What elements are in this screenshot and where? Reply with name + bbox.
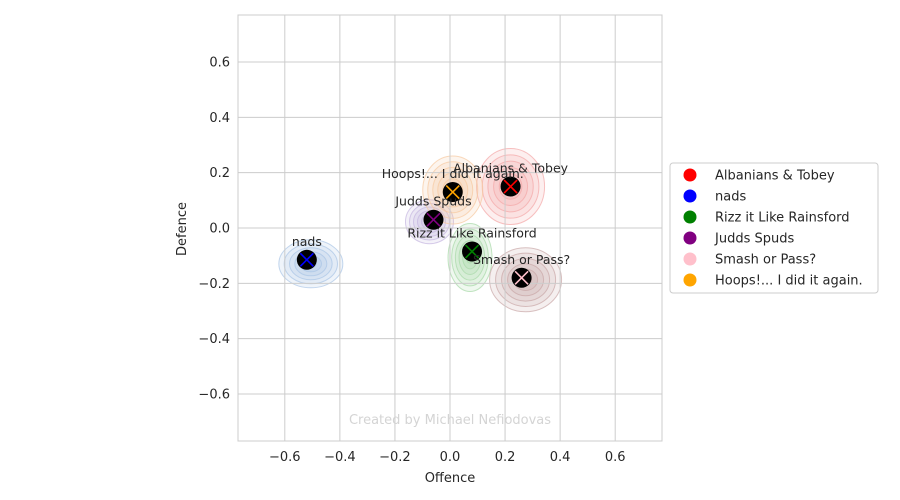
legend-item: Smash or Pass? [683, 252, 816, 268]
grid [238, 15, 662, 441]
point-label: Rizz it Like Rainsford [407, 226, 536, 241]
point-label: Albanians & Tobey [453, 161, 569, 176]
x-tick-label: −0.4 [324, 450, 356, 465]
points [296, 176, 532, 288]
point-cross [426, 212, 441, 227]
data-point [296, 249, 317, 270]
legend-frame [669, 162, 879, 294]
legend-label: Hoops!... I did it again. [715, 274, 863, 289]
x-tick-label: −0.6 [269, 450, 301, 465]
legend-marker [683, 189, 697, 203]
x-tick-label: 0.0 [440, 450, 461, 465]
legend-label: Judds Spuds [714, 232, 794, 247]
point-cross [503, 179, 518, 194]
point-label: nads [292, 234, 322, 249]
legend-marker [683, 168, 697, 182]
legend-label: nads [715, 190, 746, 205]
legend-item: Hoops!... I did it again. [683, 273, 863, 289]
data-point [500, 176, 521, 197]
point-label: Smash or Pass? [473, 252, 570, 267]
data-point [442, 182, 463, 203]
point-cross [464, 244, 480, 259]
legend-item: Rizz it Like Rainsford [683, 210, 850, 226]
data-point [462, 241, 483, 262]
point-cross [299, 252, 314, 267]
x-axis-label: Offence [425, 471, 476, 486]
point-cross [445, 184, 460, 200]
data-point [511, 267, 532, 288]
plot-frame [237, 14, 663, 442]
data-point [423, 209, 444, 230]
legend-marker [683, 231, 697, 245]
x-tick-label: 0.2 [495, 450, 516, 465]
point-labels: Albanians & Tobey nads Rizz it Like Rainsf… [292, 161, 570, 267]
y-tick-label: −0.4 [198, 332, 230, 347]
legend-label: Albanians & Tobey [715, 169, 835, 184]
y-tick-label: 0.6 [209, 56, 230, 71]
x-tick-label: 0.6 [605, 450, 626, 465]
point-label: Judds Spuds [394, 194, 471, 209]
legend: Albanians & Tobey nads Rizz it Like Rainsf… [669, 162, 879, 294]
legend-marker [683, 252, 697, 266]
legend-item: Judds Spuds [683, 231, 794, 247]
legend-label: Smash or Pass? [715, 253, 816, 268]
y-axis-label: Defence [175, 202, 190, 256]
legend-marker [683, 210, 697, 224]
point-cross [514, 270, 529, 285]
y-tick-label: 0.0 [209, 222, 230, 237]
legend-label: Rizz it Like Rainsford [715, 211, 850, 226]
x-tick-labels: −0.6 −0.4 −0.2 0.0 0.2 0.4 0.6 [269, 450, 626, 465]
y-tick-label: 0.4 [209, 111, 230, 126]
point-label: Hoops!... I did it again. [382, 166, 524, 181]
watermark: Created by Michael Nefiodovas [349, 413, 551, 428]
y-tick-labels: −0.6 −0.4 −0.2 0.0 0.2 0.4 0.6 [198, 56, 230, 403]
y-tick-label: 0.2 [209, 166, 230, 181]
y-tick-label: −0.2 [198, 277, 230, 292]
legend-marker [683, 273, 697, 287]
y-tick-label: −0.6 [198, 387, 230, 402]
x-tick-label: −0.2 [379, 450, 411, 465]
x-tick-label: 0.4 [550, 450, 571, 465]
legend-item: Albanians & Tobey [683, 168, 835, 184]
legend-item: nads [683, 189, 746, 205]
